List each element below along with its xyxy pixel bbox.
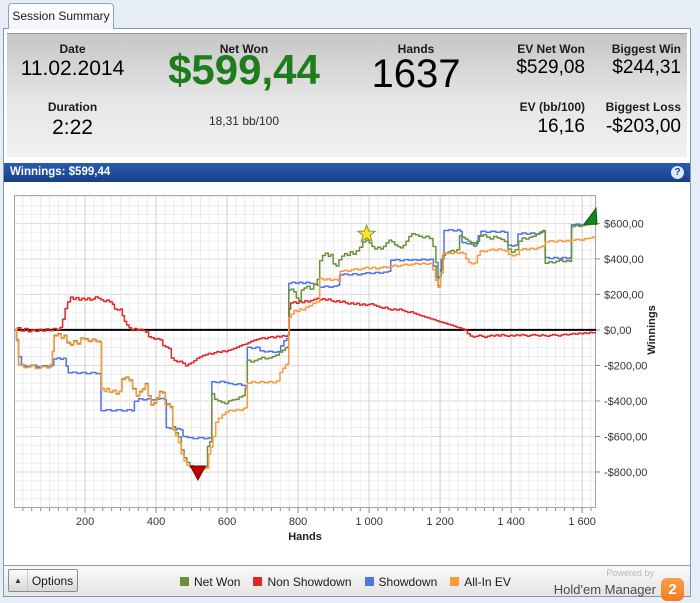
legend-swatch-showdown [364,577,374,586]
biggest-loss-label: Biggest Loss [605,100,681,114]
legend-item-non-showdown[interactable]: Non Showdown [253,574,352,589]
powered-by: Powered by Hold'em Manager 2 [554,568,684,601]
net-won-bb100: 18,31 bb/100 [208,114,280,128]
svg-text:1 200: 1 200 [426,516,454,528]
options-button[interactable]: ▲ Options [8,569,78,592]
svg-text:$200,00: $200,00 [604,289,644,301]
holdem-manager-text: Hold'em Manager [553,582,656,597]
svg-text:-$400,00: -$400,00 [604,396,647,408]
svg-text:-$800,00: -$800,00 [604,467,647,479]
svg-text:800: 800 [289,516,307,528]
net-won-value: $599,44 [168,46,320,93]
tab-label: Session Summary [12,9,110,23]
legend-item-net-won[interactable]: Net Won [180,575,240,589]
stats-col-net-won: Net Won $599,44 18,31 bb/100 [137,34,351,157]
net-won-label: Net Won [219,42,269,56]
legend-swatch-non-showdown [253,577,263,586]
svg-text:600: 600 [218,516,236,528]
date-value: 11.02.2014 [20,57,125,80]
biggest-loss-value: -$203,00 [605,116,681,137]
ev-net-won-label: EV Net Won [517,42,585,56]
date-label: Date [59,42,86,56]
svg-text:200: 200 [76,516,94,528]
stats-col-date: Date 11.02.2014 Duration 2:22 [15,34,130,157]
legend-label: Non Showdown [267,574,352,589]
biggest-win-value: $244,31 [612,57,681,78]
ev-net-won-value: $529,08 [516,57,585,78]
legend-label: All-In EV [464,574,511,589]
stats-col-ev: EV Net Won $529,08 EV (bb/100) 16,16 [475,34,585,157]
tab-session-summary[interactable]: Session Summary [8,3,114,29]
legend-label: Net Won [194,574,241,589]
winnings-title-bar: Winnings: $599,44 ? [4,163,690,182]
svg-text:$0,00: $0,00 [604,325,632,337]
hands-value: 1637 [371,52,461,96]
duration-label: Duration [47,100,98,114]
session-summary-panel: Date 11.02.2014 Duration 2:22 Net Won $5… [3,28,691,601]
svg-text:400: 400 [147,516,165,528]
stats-header: Date 11.02.2014 Duration 2:22 Net Won $5… [7,33,687,157]
svg-text:-$200,00: -$200,00 [604,360,647,372]
svg-text:$600,00: $600,00 [604,218,644,230]
powered-by-text: Powered by [606,568,654,578]
stats-col-biggest: Biggest Win $244,31 Biggest Loss -$203,0… [591,34,681,157]
svg-text:-$600,00: -$600,00 [604,431,647,443]
duration-value: 2:22 [52,116,93,139]
ev-bb-label: EV (bb/100) [519,100,585,114]
collapse-arrow-icon: ▲ [9,570,28,591]
help-icon[interactable]: ? [671,166,684,179]
legend-swatch-allin-ev [450,577,460,586]
stats-col-hands: Hands 1637 [357,34,475,157]
winnings-chart: $600,00 $400,00 $200,00 $0,00 -$200,00 -$400,… [4,182,690,565]
x-axis-title: Hands [288,531,322,543]
svg-text:$400,00: $400,00 [604,254,644,266]
tab-strip: Session Summary [0,0,700,29]
svg-text:1 600: 1 600 [568,516,596,528]
legend-item-allin-ev[interactable]: All-In EV [450,575,511,589]
ev-bb-value: 16,16 [537,116,585,137]
legend-label: Showdown [378,574,438,589]
chart-legend: Net Won Non Showdown Showdown All-In EV [180,566,511,597]
hm2-logo: 2 [661,578,684,601]
legend-swatch-net-won [180,577,189,586]
hands-label: Hands [397,42,435,56]
legend-item-showdown[interactable]: Showdown [364,574,438,589]
biggest-win-label: Biggest Win [611,42,681,56]
winnings-title: Winnings: $599,44 [10,166,111,178]
options-label: Options [31,573,74,588]
chart-plot[interactable]: $600,00 $400,00 $200,00 $0,00 -$200,00 -$400,… [14,195,688,535]
chart-footer: ▲ Options Net Won Non Showdown Showdown [4,565,690,601]
y-axis-title: Winnings [646,305,658,355]
svg-text:1 400: 1 400 [497,516,525,528]
svg-text:1 000: 1 000 [355,516,383,528]
